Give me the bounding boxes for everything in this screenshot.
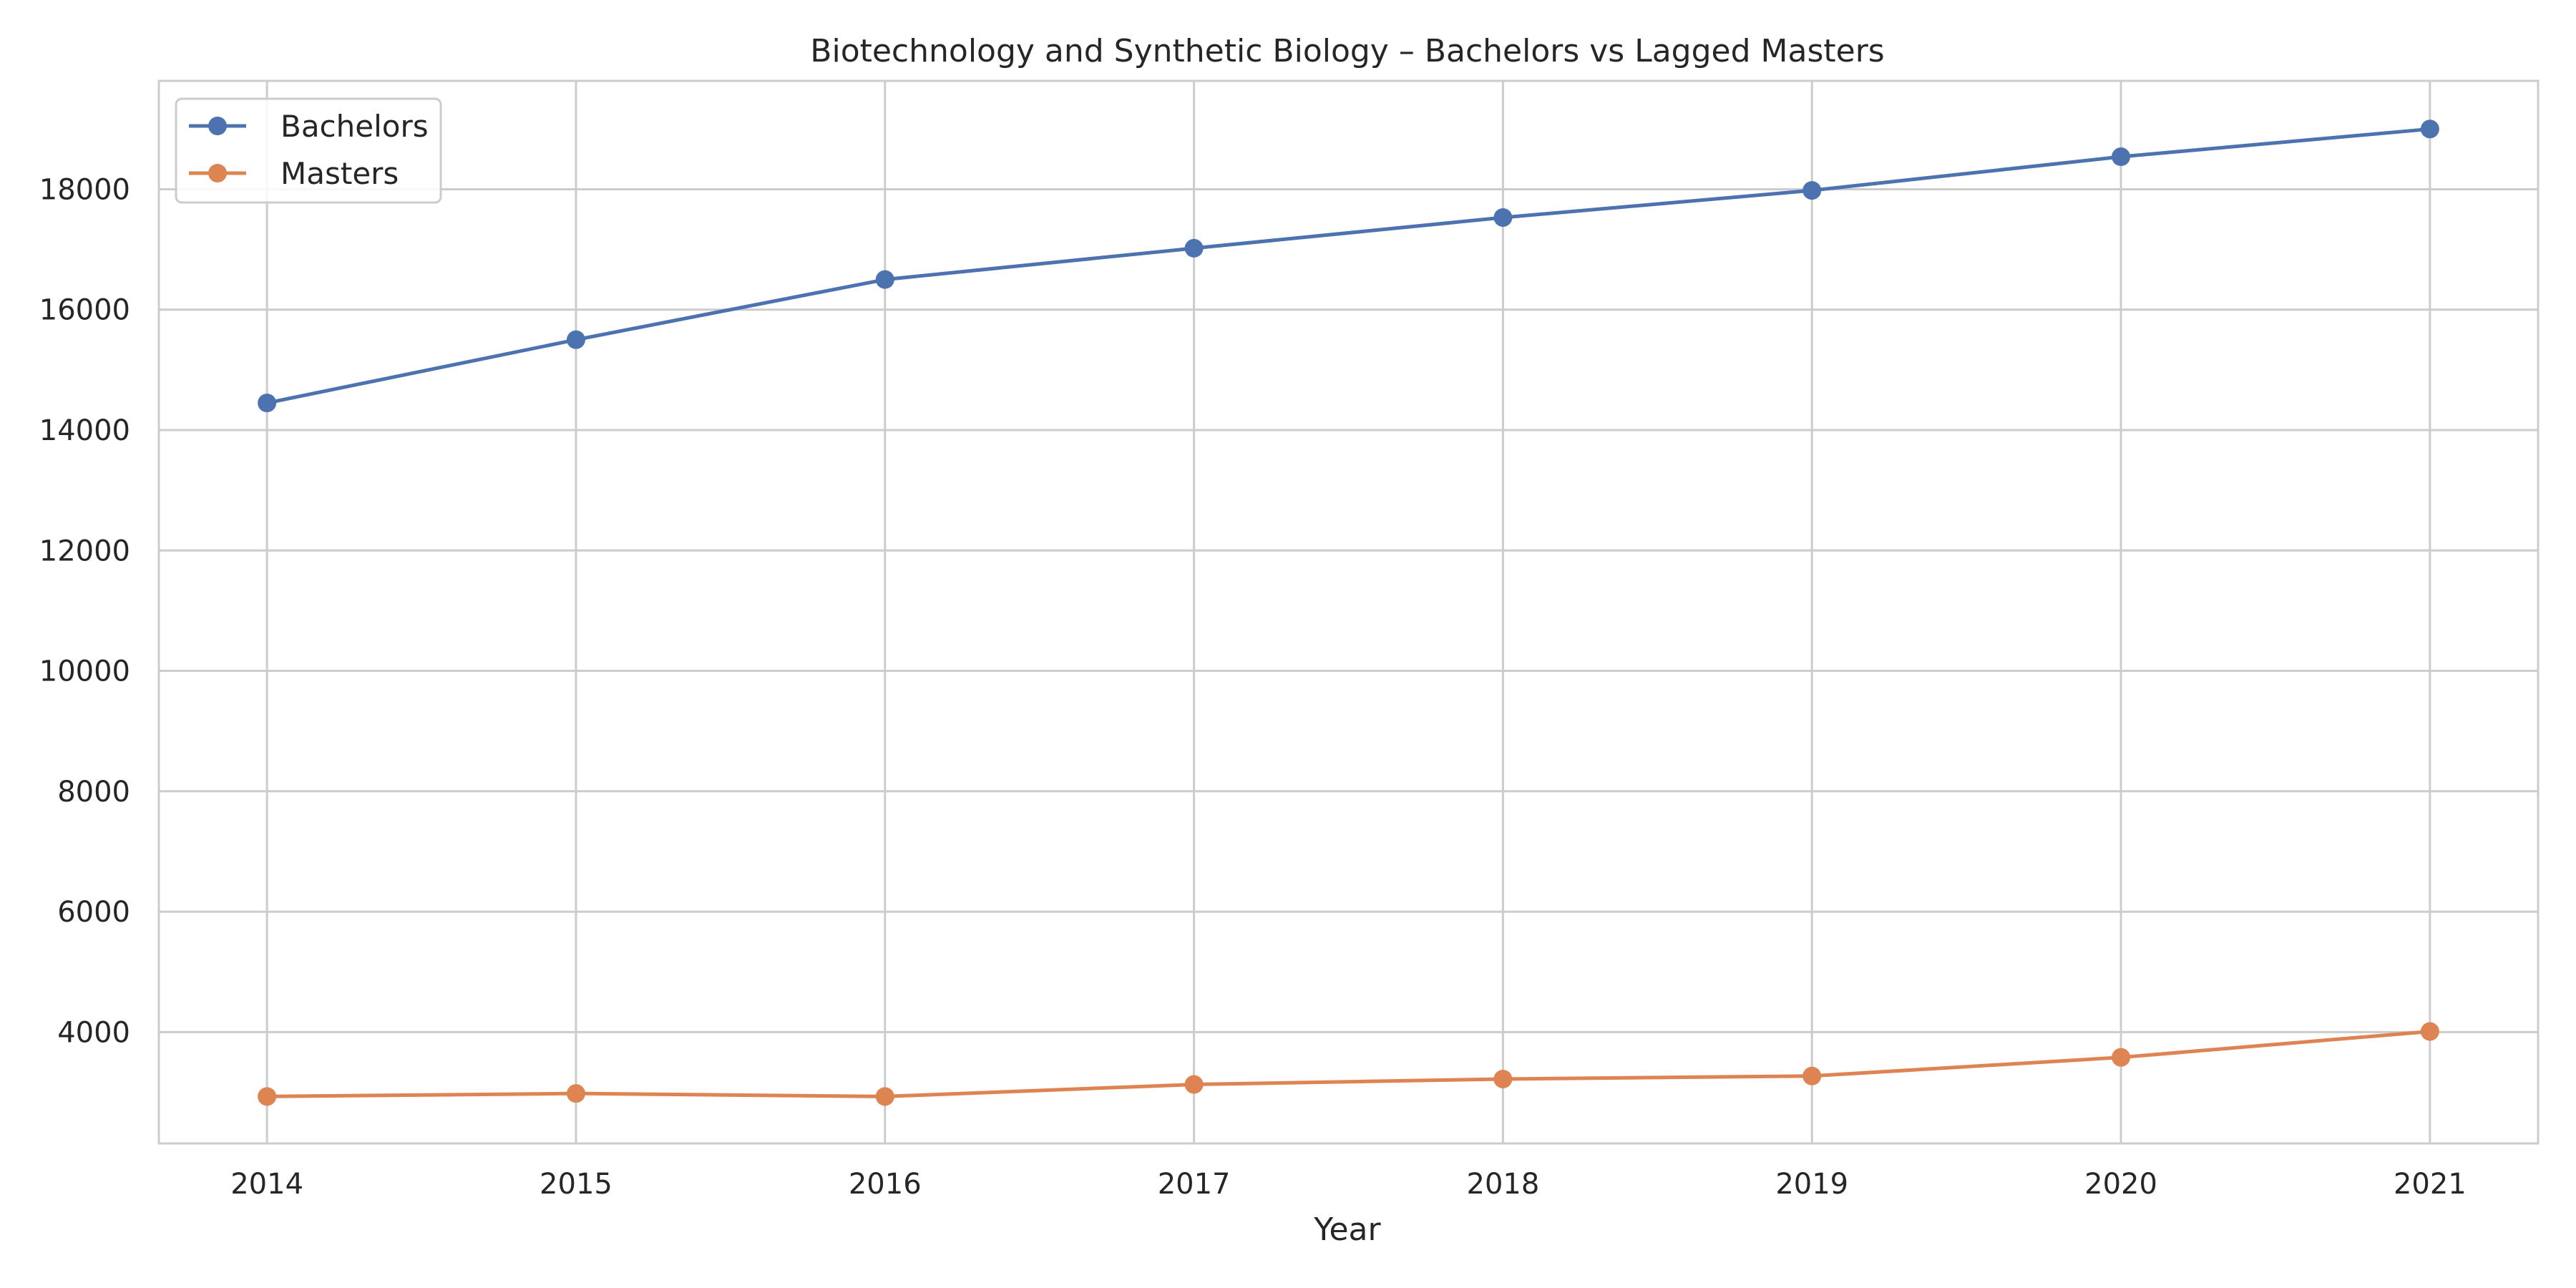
y-tick-label: 12000 [39,535,130,567]
chart-title: Biotechnology and Synthetic Biology – Ba… [810,33,1884,69]
y-tick-label: 14000 [39,414,130,447]
series-line-masters [265,1030,2432,1098]
plot-area-frame [157,79,2540,1145]
series-masters [258,1022,2439,1106]
data-point-masters [875,1087,894,1106]
x-tick-label: 2017 [1158,1168,1231,1201]
data-point-bachelors [1493,208,1513,227]
y-tick-label: 18000 [39,173,130,206]
data-point-bachelors [1802,181,1822,200]
data-point-bachelors [258,394,277,413]
x-tick-label: 2015 [540,1168,613,1201]
y-tick-label: 10000 [39,655,130,688]
y-tick-label: 4000 [57,1016,130,1049]
x-tick-label: 2018 [1467,1168,1540,1201]
data-point-bachelors [875,270,894,289]
legend-marker-masters [208,164,227,182]
data-point-masters [1184,1075,1204,1094]
y-tick-label: 6000 [57,896,130,929]
y-tick-label: 16000 [39,294,130,327]
y-tick-label: 8000 [57,776,130,809]
data-point-masters [258,1087,277,1106]
data-point-masters [2420,1022,2439,1041]
x-tick-label: 2016 [849,1168,922,1201]
x-tick-label: 2014 [230,1168,303,1201]
legend-label-masters: Masters [280,156,399,191]
data-point-bachelors [566,330,585,349]
data-point-bachelors [2420,119,2439,139]
x-tick-label: 2019 [1775,1168,1848,1201]
data-point-masters [1493,1069,1513,1088]
data-point-masters [566,1084,585,1103]
legend: Bachelors Masters [175,97,442,204]
x-tick-label: 2020 [2084,1168,2157,1201]
series-layer [258,119,2439,1106]
data-point-bachelors [2112,147,2131,167]
legend-marker-bachelors [208,117,227,135]
data-point-masters [1802,1066,1822,1085]
grid-lines [159,81,2538,1143]
x-axis-label: Year [1313,1211,1381,1248]
series-bachelors [258,119,2439,413]
x-tick-label: 2021 [2394,1168,2467,1201]
data-point-masters [2112,1048,2131,1067]
data-point-bachelors [1184,238,1204,258]
series-line-bachelors [265,127,2432,405]
tick-labels: 2014 2015 2016 2017 2018 2019 2020 2021 4000 6000… [39,173,2467,1201]
legend-label-bachelors: Bachelors [280,109,429,144]
